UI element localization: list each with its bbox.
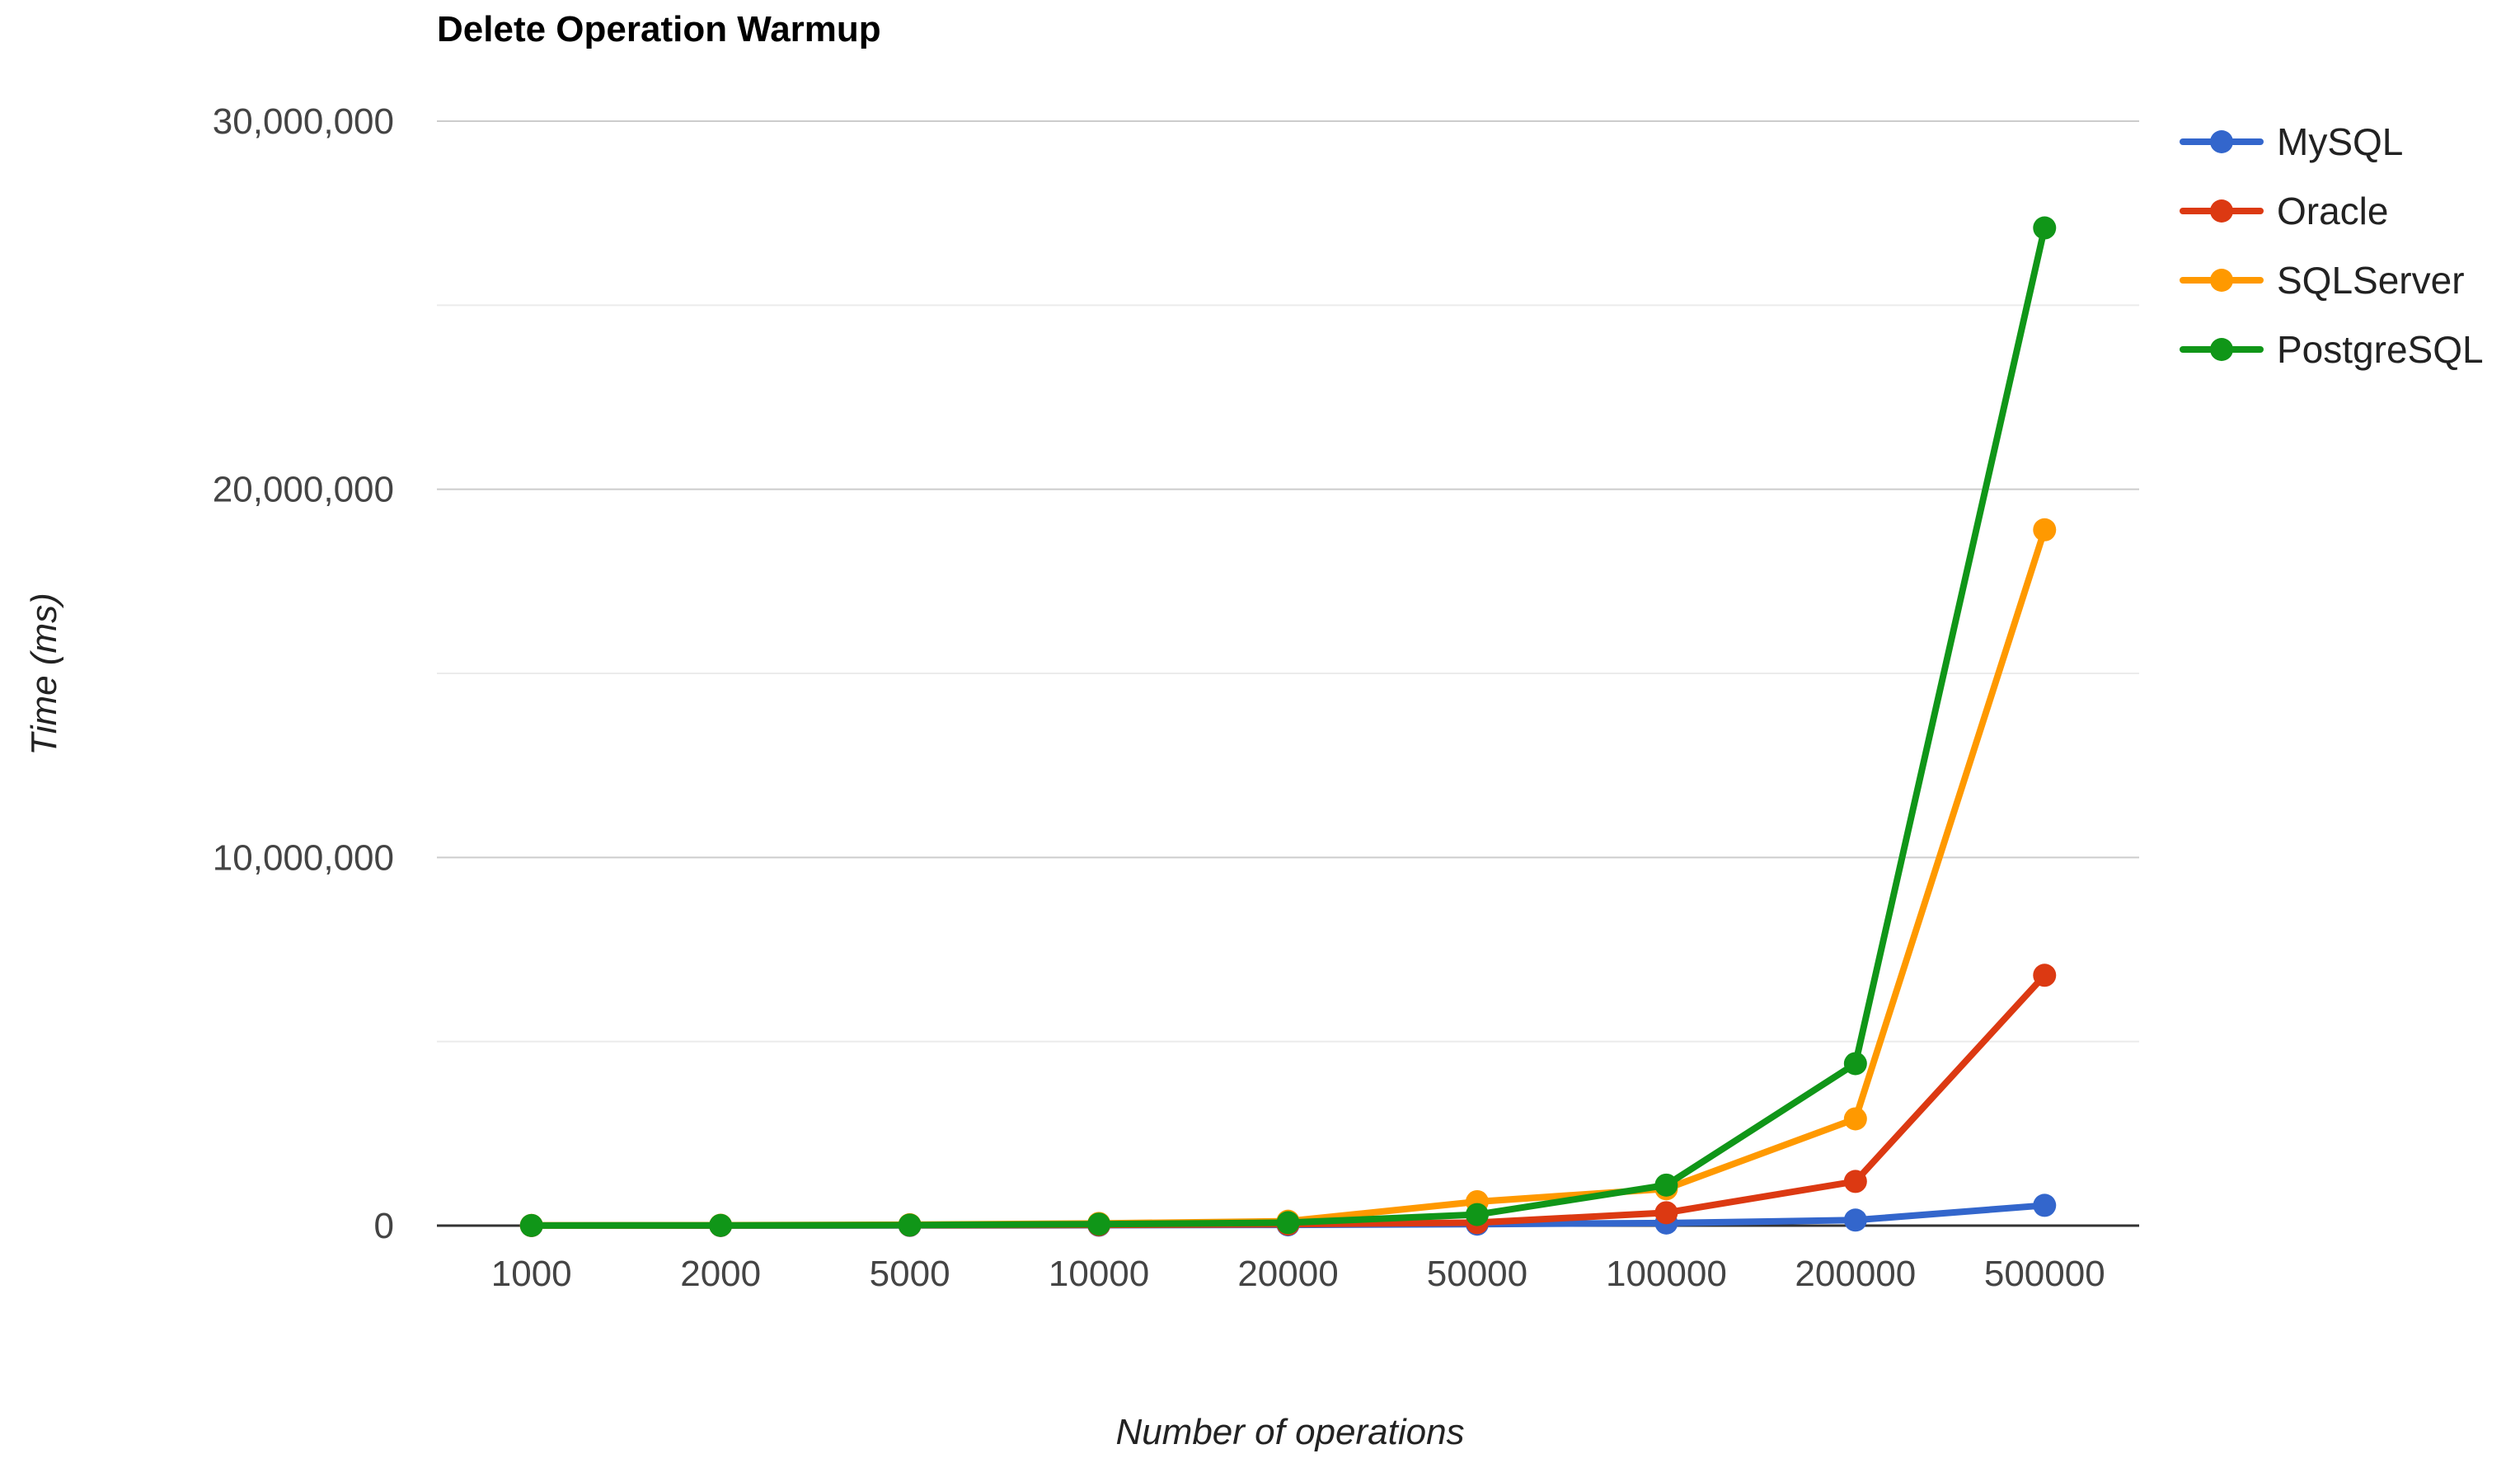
data-point-mysql (2033, 1193, 2057, 1217)
legend-swatch-marker (2210, 199, 2233, 223)
data-point-sqlserver (2033, 518, 2057, 542)
data-point-postgresql (1465, 1203, 1489, 1226)
x-tick-label: 1000 (491, 1254, 572, 1294)
data-point-postgresql (519, 1213, 543, 1237)
x-tick-label: 10000 (1049, 1254, 1149, 1294)
chart-title: Delete Operation Warmup (437, 9, 881, 49)
y-tick-label: 0 (374, 1206, 394, 1246)
legend-item-mysql: MySQL (2180, 120, 2403, 163)
x-tick-label: 20000 (1237, 1254, 1338, 1294)
data-point-mysql (1843, 1208, 1867, 1232)
data-point-oracle (1843, 1170, 1867, 1193)
data-point-postgresql (1654, 1173, 1678, 1197)
legend-swatch-marker (2210, 269, 2233, 292)
series-lines (519, 216, 2057, 1237)
gridlines (437, 120, 2139, 1227)
data-point-postgresql (1843, 1052, 1867, 1076)
legend-label: Oracle (2277, 190, 2388, 232)
legend-label: MySQL (2277, 120, 2403, 163)
legend-label: SQLServer (2277, 259, 2465, 302)
legend-swatch-marker (2210, 338, 2233, 361)
data-point-oracle (2033, 964, 2057, 987)
x-tick-label: 50000 (1427, 1254, 1527, 1294)
x-axis-ticks: 1000 2000 5000 10000 20000 50000 100000 200000 5… (491, 1254, 2105, 1294)
legend: MySQL Oracle SQLServer PostgreSQL (2180, 120, 2484, 371)
x-tick-label: 100000 (1606, 1254, 1727, 1294)
data-point-postgresql (709, 1213, 733, 1237)
series-line-postgresql (528, 224, 2048, 1229)
legend-item-sqlserver: SQLServer (2180, 259, 2465, 302)
legend-item-postgresql: PostgreSQL (2180, 328, 2484, 371)
x-axis-title: Number of operations (1115, 1412, 1464, 1452)
series-oracle (519, 964, 2057, 1237)
x-tick-label: 5000 (870, 1254, 950, 1294)
data-point-sqlserver (1843, 1107, 1867, 1131)
series-line-oracle (528, 972, 2048, 1229)
series-sqlserver (519, 518, 2057, 1237)
y-tick-label: 30,000,000 (213, 101, 394, 142)
data-point-oracle (1654, 1201, 1678, 1225)
y-axis-title: Time (ms) (24, 593, 64, 756)
y-tick-label: 10,000,000 (213, 837, 394, 878)
legend-item-oracle: Oracle (2180, 190, 2388, 232)
x-tick-label: 200000 (1795, 1254, 1916, 1294)
data-point-postgresql (898, 1213, 922, 1237)
series-postgresql (519, 216, 2057, 1237)
y-tick-label: 20,000,000 (213, 470, 394, 510)
y-axis-ticks: 0 10,000,000 20,000,000 30,000,000 (213, 101, 394, 1246)
x-tick-label: 500000 (1984, 1254, 2105, 1294)
legend-swatch-marker (2210, 130, 2233, 153)
x-tick-label: 2000 (680, 1254, 761, 1294)
series-line-sqlserver (528, 526, 2048, 1229)
data-point-postgresql (1087, 1212, 1111, 1236)
data-point-postgresql (1276, 1211, 1300, 1235)
legend-label: PostgreSQL (2277, 328, 2484, 371)
data-point-postgresql (2033, 216, 2057, 240)
